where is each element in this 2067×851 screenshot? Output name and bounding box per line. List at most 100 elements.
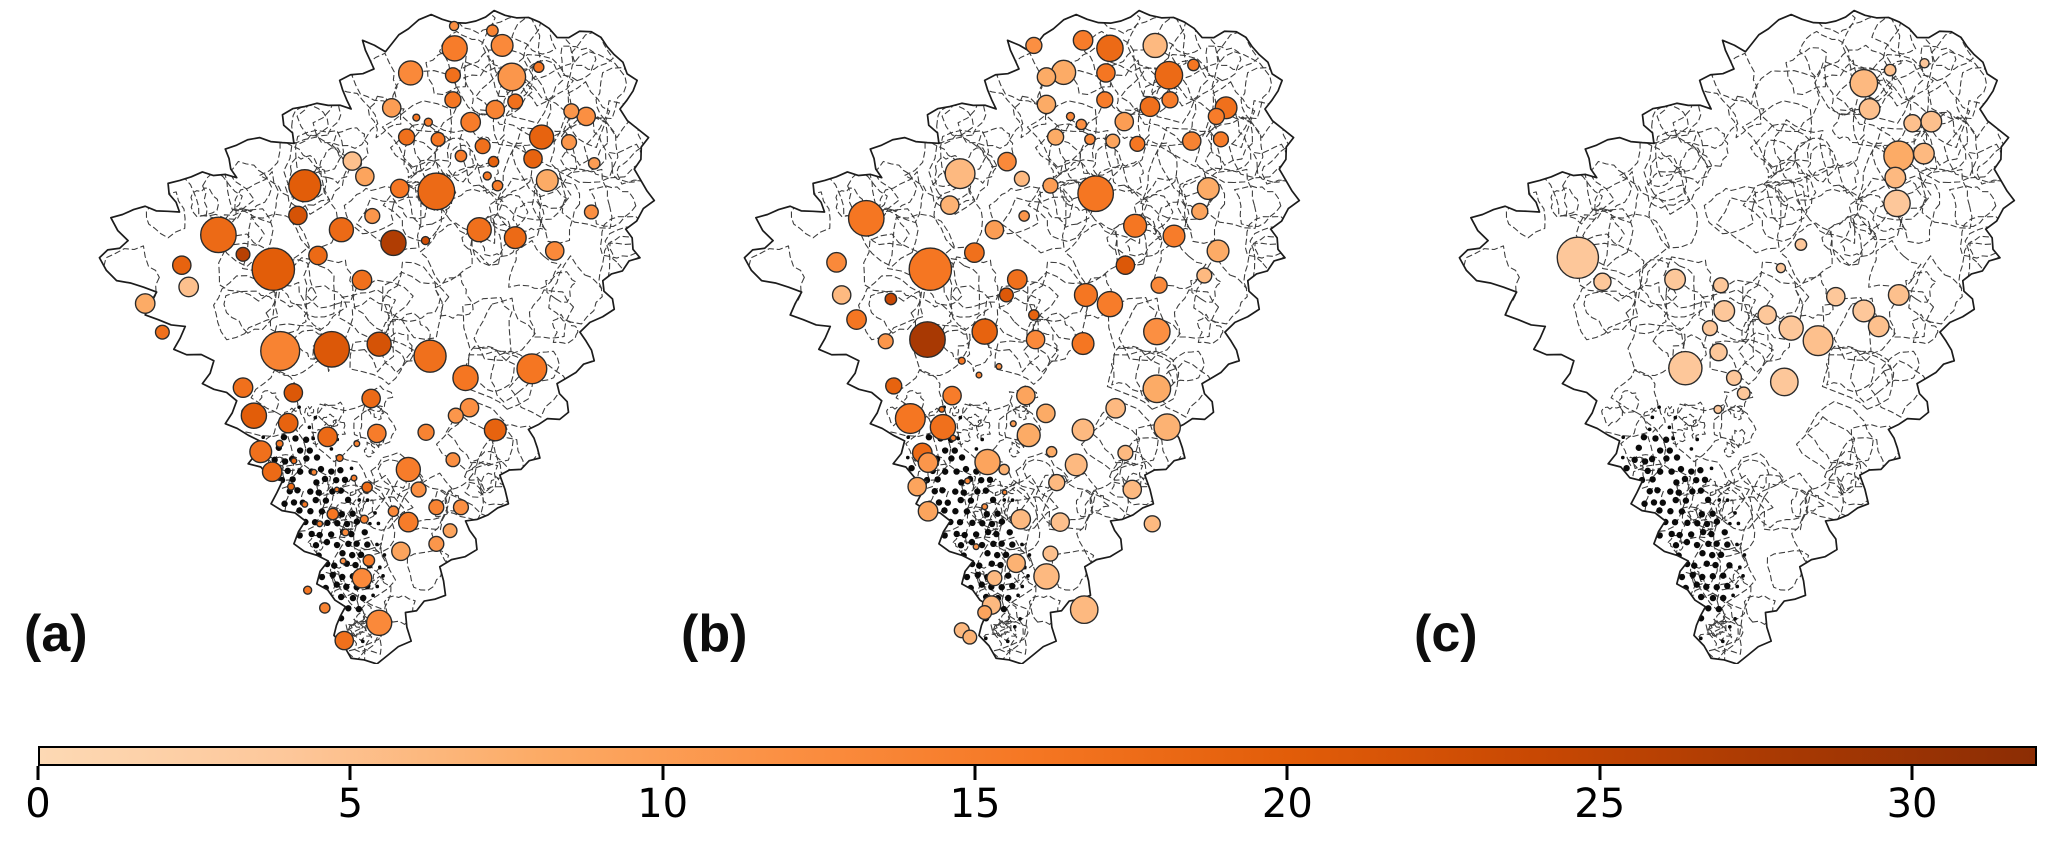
bubble	[908, 247, 953, 292]
bubble	[984, 219, 1005, 240]
bubble	[587, 156, 601, 170]
bubble	[1712, 277, 1729, 294]
bubble	[1775, 262, 1787, 274]
colorbar-tick	[36, 766, 40, 780]
panel-label-c: (c)	[1414, 605, 1478, 663]
bubble	[1153, 413, 1181, 441]
bubble	[387, 505, 400, 518]
bubble	[1883, 63, 1897, 77]
bubble	[310, 468, 318, 476]
colorbar-tick-label: 30	[1886, 781, 1938, 827]
bubble	[1036, 67, 1057, 87]
bubble	[178, 276, 200, 298]
colorbar-tick	[1285, 766, 1289, 780]
bubble	[326, 507, 340, 521]
bubble-layer	[826, 29, 1238, 645]
bubble	[364, 207, 381, 225]
bubble	[1206, 239, 1230, 263]
colorbar-tick-label: 15	[949, 781, 1001, 827]
colorbar-gradient	[38, 746, 2037, 766]
colorbar-tick	[1598, 766, 1602, 780]
bubble	[1181, 131, 1202, 151]
bubble	[1736, 386, 1751, 401]
bubble	[417, 172, 456, 211]
bubble	[350, 474, 358, 482]
bubble	[1187, 58, 1200, 72]
bubble	[981, 503, 989, 511]
bubble	[339, 557, 347, 565]
bubble-layer	[1556, 57, 1943, 415]
bubble	[1920, 110, 1943, 133]
bubble	[1884, 166, 1907, 189]
bubble	[308, 245, 328, 266]
bubble	[503, 226, 527, 250]
colorbar-tick-label: 0	[25, 781, 51, 827]
bubble	[1072, 29, 1094, 51]
bubble	[907, 476, 928, 497]
bubble	[365, 609, 393, 637]
bubble	[1849, 68, 1879, 98]
bubble	[417, 423, 435, 441]
bubble	[1013, 170, 1030, 187]
bubble	[1143, 515, 1161, 533]
bubble	[1096, 63, 1116, 83]
bubble	[1154, 60, 1184, 90]
bubble	[535, 168, 559, 193]
basin-outline	[1458, 9, 2016, 664]
bubble	[328, 217, 355, 243]
bubble	[995, 362, 1003, 371]
bubble	[317, 426, 339, 448]
bubble	[1046, 128, 1065, 146]
bubble	[361, 481, 373, 494]
bubble	[1912, 142, 1935, 165]
bubble	[487, 155, 500, 168]
bubble	[1069, 595, 1099, 625]
bubble	[334, 630, 355, 651]
bubble	[1129, 135, 1146, 153]
bubble	[333, 486, 340, 493]
colorbar-tick-label: 10	[637, 781, 689, 827]
bubble	[963, 242, 985, 264]
bubble	[491, 179, 504, 192]
bubble	[441, 35, 468, 62]
bubble	[1701, 320, 1719, 337]
bubble	[1028, 309, 1040, 321]
bubble	[454, 149, 468, 163]
bubble	[361, 388, 381, 409]
bubble	[1802, 325, 1834, 357]
bubble	[576, 106, 597, 127]
bubble	[483, 418, 507, 442]
bubble	[395, 456, 422, 483]
bubble	[949, 434, 957, 442]
bubble	[962, 629, 978, 645]
bubble	[353, 440, 361, 448]
bubble	[359, 514, 369, 524]
bubble	[460, 111, 482, 133]
bubble	[1006, 269, 1028, 290]
bubble	[428, 535, 445, 552]
map-panel-b	[743, 9, 1301, 664]
bubble	[235, 246, 251, 262]
bubble	[1556, 236, 1600, 280]
bubble	[410, 481, 427, 498]
bubble	[1858, 98, 1881, 120]
bubble	[1825, 286, 1846, 307]
bubble	[507, 93, 524, 110]
bubble	[290, 457, 298, 465]
bubble	[301, 500, 309, 508]
bubble	[341, 528, 350, 537]
bubble	[1096, 34, 1124, 63]
bubble	[423, 117, 434, 127]
bubble	[997, 151, 1017, 172]
bubble	[1713, 299, 1736, 322]
bubble	[1668, 350, 1703, 386]
bubble	[1105, 133, 1121, 149]
bubble	[442, 523, 458, 539]
bubble	[1105, 397, 1127, 419]
bubble	[826, 251, 847, 273]
colorbar-tick-label: 20	[1261, 781, 1313, 827]
bubble	[1071, 332, 1095, 356]
bubble	[302, 585, 313, 595]
bubble	[516, 353, 548, 385]
